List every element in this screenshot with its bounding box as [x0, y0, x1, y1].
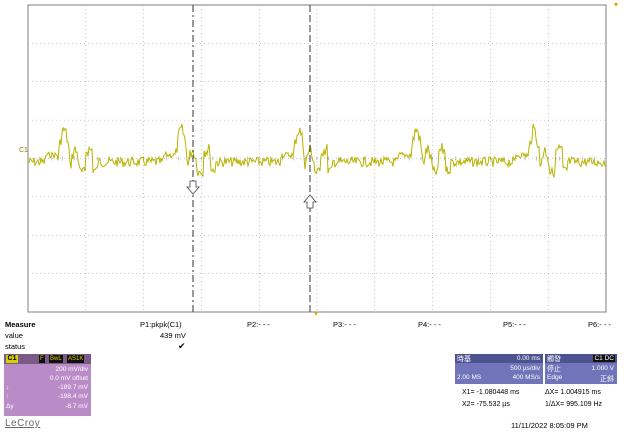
trigger-mode: 停止	[547, 366, 561, 373]
measure-p5-name[interactable]: P5:- - -	[503, 320, 526, 329]
measure-value-label: value	[5, 331, 23, 340]
channel-1-header: C1 F BwL AS1K	[4, 354, 91, 364]
cursor-inverse-delta-x: 1/ΔX= 995.109 Hz	[545, 401, 603, 408]
trigger-title: 觸發	[547, 356, 561, 363]
channel-offset: 0.0 mV offset	[49, 375, 88, 382]
channel-marker: C1	[19, 147, 28, 154]
trigger-type: Edge	[547, 374, 563, 381]
trigger-header: 觸發 C1 DC	[545, 354, 617, 363]
cursor-2-arrow-icon[interactable]	[303, 194, 317, 209]
waveform-display: C1	[19, 3, 618, 316]
measure-p4-name[interactable]: P4:- - -	[418, 320, 441, 329]
sample-rate: 400 MS/s	[512, 374, 540, 381]
measure-title: Measure	[5, 320, 36, 329]
cursor-1-arrow-icon[interactable]	[186, 180, 200, 195]
cursor-2-voltage: -198.4 mV	[58, 393, 88, 400]
measure-status-label: status	[5, 342, 26, 351]
bandwidth-tag: BwL	[49, 355, 63, 363]
measure-p2-name[interactable]: P2:- - -	[247, 320, 270, 329]
filter-tag: F	[39, 355, 45, 363]
grid	[27, 5, 607, 312]
measure-p6-name[interactable]: P6:- - -	[588, 320, 611, 329]
cursor-1-voltage: -189.7 mV	[58, 384, 88, 391]
cursor-x1: X1= -1.080448 ms	[462, 389, 520, 396]
cursor-2-symbol: ↑	[6, 393, 10, 400]
time-per-div: 500 µs/div	[510, 365, 540, 372]
trigger-descriptor[interactable]: 觸發 C1 DC 停止 1.000 V Edge 正斜	[545, 354, 617, 384]
trigger-level-marker	[614, 3, 618, 7]
timebase-descriptor[interactable]: 時基 0.00 ms 500 µs/div 2.00 MS 400 MS/s	[455, 354, 543, 384]
measure-p3-name[interactable]: P3:- - -	[333, 320, 356, 329]
volts-per-div: 200 mV/div	[55, 366, 88, 373]
channel-1-label: C1	[6, 355, 18, 363]
trigger-position-marker	[314, 312, 318, 316]
cursor-x2: X2= -75.532 µs	[462, 401, 510, 408]
timebase-title: 時基	[457, 356, 471, 363]
trigger-channel: C1 DC	[593, 355, 615, 362]
sample-tag: AS1K	[67, 355, 85, 363]
delta-y-symbol: Δy	[6, 403, 14, 410]
timebase-header: 時基 0.00 ms	[455, 354, 543, 363]
channel-1-descriptor[interactable]: C1 F BwL AS1K 200 mV/div 0.0 mV offset ↓…	[4, 354, 91, 416]
timestamp: 11/11/2022 8:05:09 PM	[511, 421, 588, 430]
trigger-level: 1.000 V	[591, 365, 614, 372]
sample-count: 2.00 MS	[457, 374, 482, 381]
measure-p1-value: 439 mV	[160, 331, 186, 340]
channel-1-trace	[27, 123, 607, 179]
checkmark-icon: ✔	[178, 341, 186, 351]
lecroy-logo: LeCroy	[5, 418, 41, 429]
measure-p1-name[interactable]: P1:pkpk(C1)	[140, 320, 182, 329]
delta-y-voltage: -8.7 mV	[65, 403, 88, 410]
cursor-1-symbol: ↓	[6, 384, 10, 391]
trigger-slope: 正斜	[600, 376, 614, 383]
timebase-delay: 0.00 ms	[516, 355, 540, 362]
cursor-delta-x: ΔX= 1.004915 ms	[545, 389, 601, 396]
